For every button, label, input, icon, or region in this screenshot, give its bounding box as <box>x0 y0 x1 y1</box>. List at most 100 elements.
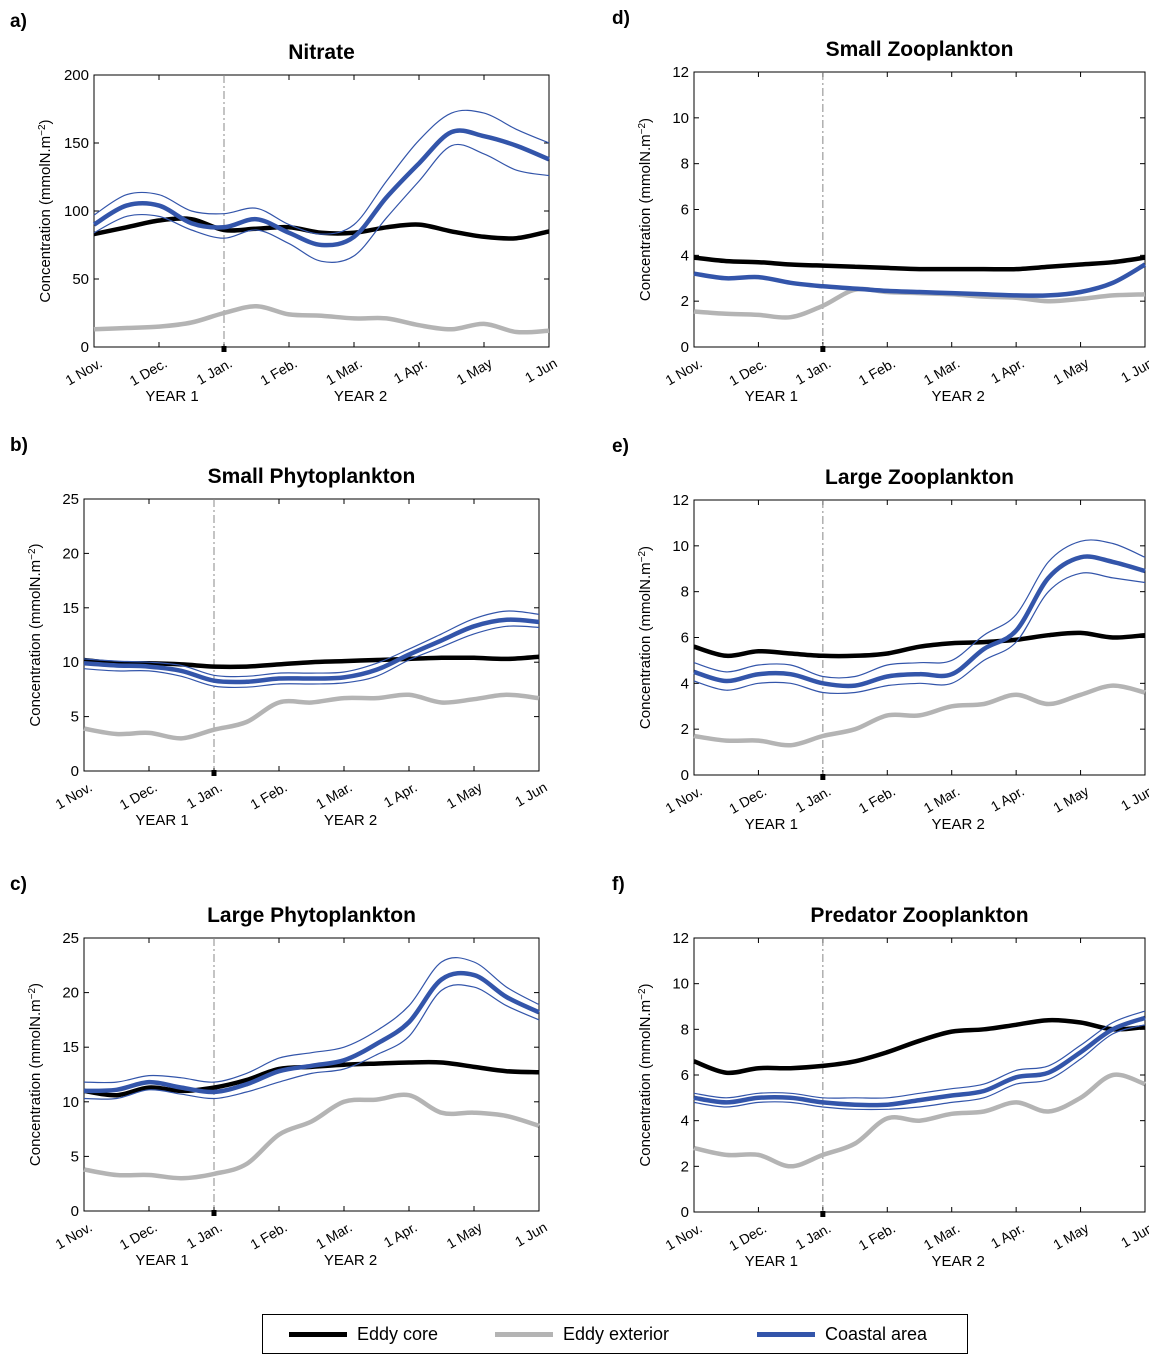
series-eddy-exterior-line <box>693 683 1146 748</box>
x-tick-label: 1 Nov. <box>53 1219 95 1253</box>
x-tick-label: 1 Jun <box>512 1219 550 1250</box>
series-eddy-exterior-line <box>93 303 550 335</box>
series-eddy-core-line <box>83 654 540 670</box>
y-axis-label-exponent: −2 <box>27 988 38 1000</box>
panel-b: b) Small Phytoplankton 0 5 10 15 20 25 1 Nov. 1 D… <box>10 435 550 829</box>
x-tick-label: 1 Jun <box>1118 783 1149 814</box>
year-divider-marker <box>211 770 217 776</box>
chart-title: Nitrate <box>288 41 355 64</box>
x-tick-label: 1 Feb. <box>856 1220 898 1254</box>
series-eddy-core-line <box>93 216 550 241</box>
y-tick-label: 8 <box>681 156 689 173</box>
plot-frame <box>83 937 540 1212</box>
x-tick-label: 1 Apr. <box>391 355 430 387</box>
panel-a: a) Nitrate 0 50 100 150 200 1 Nov. 1 Dec. 1 Jan. 1… <box>10 11 560 405</box>
series-coastal-area-lower <box>83 984 540 1100</box>
year-label: YEAR 1 <box>745 816 798 833</box>
y-tick-label: 15 <box>62 1039 79 1056</box>
x-tick-label: 1 May <box>444 1219 485 1252</box>
panel-d: d) Small Zooplankton 0 2 4 6 8 10 12 1 Nov. 1 Dec.… <box>612 8 1149 405</box>
series-eddy-core-line <box>693 630 1146 659</box>
x-tick-label: 1 Nov. <box>663 783 705 817</box>
year-label: YEAR 1 <box>745 1253 798 1270</box>
chart-title: Large Phytoplankton <box>207 904 416 927</box>
x-tick-label: 1 Jun <box>1118 1220 1149 1251</box>
series-coastal-area-lower <box>93 143 550 264</box>
y-tick-label: 4 <box>681 247 689 264</box>
x-tick-label: 1 Jan. <box>194 355 235 388</box>
legend-label: Eddy exterior <box>563 1323 670 1344</box>
x-tick-label: 1 Mar. <box>921 355 963 388</box>
chart-title: Small Phytoplankton <box>208 465 416 488</box>
x-tick-label: 1 Jan. <box>793 783 834 816</box>
legend-swatch-eddy-exterior <box>495 1331 553 1337</box>
y-tick-label: 10 <box>672 110 689 127</box>
series-eddy-core-line <box>693 1017 1146 1076</box>
panel-letter: a) <box>10 11 27 32</box>
x-tick-label: 1 Nov. <box>663 1220 705 1254</box>
y-tick-label: 4 <box>681 1113 689 1130</box>
x-tick-label: 1 Feb. <box>856 355 898 389</box>
y-tick-label: 0 <box>681 767 689 784</box>
x-tick-label: 1 Dec. <box>117 1219 160 1253</box>
x-tick-label: 1 Mar. <box>313 779 355 812</box>
y-tick-label: 6 <box>681 1067 689 1084</box>
y-tick-label: 6 <box>681 630 689 647</box>
x-tick-label: 1 Jan. <box>184 1219 225 1252</box>
year-label: YEAR 1 <box>145 388 198 405</box>
series-coastal-area-lower <box>693 572 1146 695</box>
x-tick-label: 1 Mar. <box>921 783 963 816</box>
y-tick-label: 150 <box>64 135 89 152</box>
y-axis-label: Concentration (mmolN.m−2) <box>37 119 55 302</box>
series-coastal-area-line <box>693 1015 1146 1108</box>
y-tick-label: 0 <box>71 1203 79 1220</box>
y-tick-label: 8 <box>681 584 689 601</box>
legend-swatch-coastal-area <box>757 1331 815 1337</box>
series-coastal-area-line <box>92 128 550 248</box>
y-tick-label: 2 <box>681 293 689 310</box>
chart-title: Large Zooplankton <box>825 466 1014 489</box>
series-eddy-core-line <box>693 255 1146 272</box>
y-tick-label: 0 <box>81 339 89 356</box>
plot-frame <box>693 499 1146 776</box>
x-tick-label: 1 Jun <box>522 355 560 386</box>
y-axis-label-exponent: −2 <box>637 551 648 563</box>
x-tick-label: 1 Dec. <box>726 1220 769 1254</box>
x-tick-label: 1 May <box>1050 355 1091 388</box>
y-axis-label-exponent: −2 <box>37 124 48 136</box>
y-axis-label: Concentration (mmolN.m−2) <box>637 546 655 729</box>
series-coastal-area-line <box>83 617 540 685</box>
panel-letter: d) <box>612 8 630 29</box>
y-axis-label: Concentration (mmolN.m−2) <box>637 118 655 301</box>
x-tick-label: 1 Apr. <box>988 355 1027 387</box>
legend-label: Coastal area <box>825 1323 928 1344</box>
panel-e: e) Large Zooplankton 0 2 4 6 8 10 12 1 Nov. 1 Dec.… <box>612 436 1149 833</box>
y-tick-label: 12 <box>672 492 689 509</box>
panel-letter: e) <box>612 436 629 457</box>
panel-f: f) Predator Zooplankton 0 2 4 6 8 10 12 1 Nov. 1 D… <box>612 874 1149 1270</box>
series-coastal-area-upper <box>83 957 540 1084</box>
year-divider-marker <box>221 346 227 352</box>
y-axis-label-exponent: −2 <box>637 123 648 135</box>
panel-c: c) Large Phytoplankton 0 5 10 15 20 25 1 Nov. 1 D… <box>10 874 550 1269</box>
year-label: YEAR 1 <box>745 388 798 405</box>
x-tick-label: 1 Apr. <box>988 783 1027 815</box>
panel-letter: c) <box>10 874 27 895</box>
y-axis-label: Concentration (mmolN.m−2) <box>27 543 45 726</box>
x-tick-label: 1 May <box>454 355 495 388</box>
y-tick-label: 6 <box>681 202 689 219</box>
y-tick-label: 12 <box>672 64 689 81</box>
series-eddy-exterior-line <box>83 692 540 741</box>
x-tick-label: 1 Jun <box>512 779 550 810</box>
x-tick-label: 1 Nov. <box>63 355 105 389</box>
x-tick-label: 1 Dec. <box>726 355 769 389</box>
x-tick-label: 1 Jun <box>1118 355 1149 386</box>
y-tick-label: 10 <box>672 976 689 993</box>
series-eddy-exterior-line <box>83 1092 540 1181</box>
x-tick-label: 1 Mar. <box>313 1219 355 1252</box>
y-tick-label: 10 <box>62 654 79 671</box>
panel-letter: f) <box>612 874 625 895</box>
x-tick-label: 1 Dec. <box>127 355 170 389</box>
year-label: YEAR 1 <box>135 812 188 829</box>
x-tick-label: 1 May <box>1050 1220 1091 1253</box>
